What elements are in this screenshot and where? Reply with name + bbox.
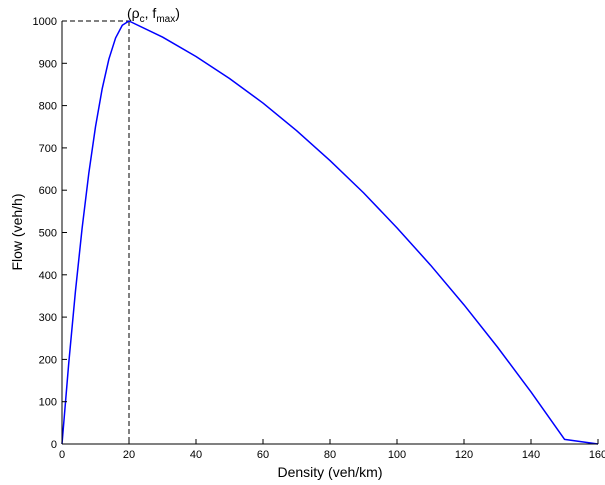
critical-point-annotation: (ρc, fmax): [127, 5, 180, 25]
critical-point-guides: [62, 20, 130, 444]
y-axis-ticks: 0 100 200 300 400 500 600 700 800 900 1000: [33, 16, 67, 451]
x-tick-label: 80: [324, 449, 336, 461]
plot-area: [62, 21, 598, 444]
x-tick-label: 120: [455, 449, 473, 461]
x-axis-ticks: 0 20 40 60 80 100 120 140 160: [59, 439, 605, 461]
series-layer: [61, 20, 599, 445]
x-axis-label: Density (veh/km): [277, 464, 382, 480]
y-tick-label: 300: [39, 312, 57, 324]
annotation-sub-c: c: [140, 14, 145, 25]
x-tick-label: 140: [522, 449, 540, 461]
x-tick-label: 20: [123, 449, 135, 461]
y-tick-label: 1000: [33, 16, 57, 28]
x-tick-label: 60: [257, 449, 269, 461]
x-tick-label: 40: [190, 449, 202, 461]
y-tick-label: 900: [39, 58, 57, 70]
y-tick-label: 100: [39, 397, 57, 409]
annotation-mid: , f: [145, 5, 157, 21]
y-tick-label: 400: [39, 270, 57, 282]
y-tick-label: 600: [39, 185, 57, 197]
y-tick-label: 800: [39, 101, 57, 113]
x-tick-label: 0: [59, 449, 65, 461]
x-tick-label: 160: [589, 449, 605, 461]
y-axis-label: Flow (veh/h): [9, 193, 25, 270]
x-tick-label: 100: [388, 449, 406, 461]
y-tick-label: 500: [39, 228, 57, 240]
series-line: [61, 20, 599, 445]
annotation-open: (ρ: [127, 5, 140, 21]
annotation-close: ): [175, 5, 180, 21]
y-tick-label: 700: [39, 143, 57, 155]
annotation-sub-max: max: [156, 14, 175, 25]
y-tick-label: 200: [39, 354, 57, 366]
y-tick-label: 0: [51, 439, 57, 451]
